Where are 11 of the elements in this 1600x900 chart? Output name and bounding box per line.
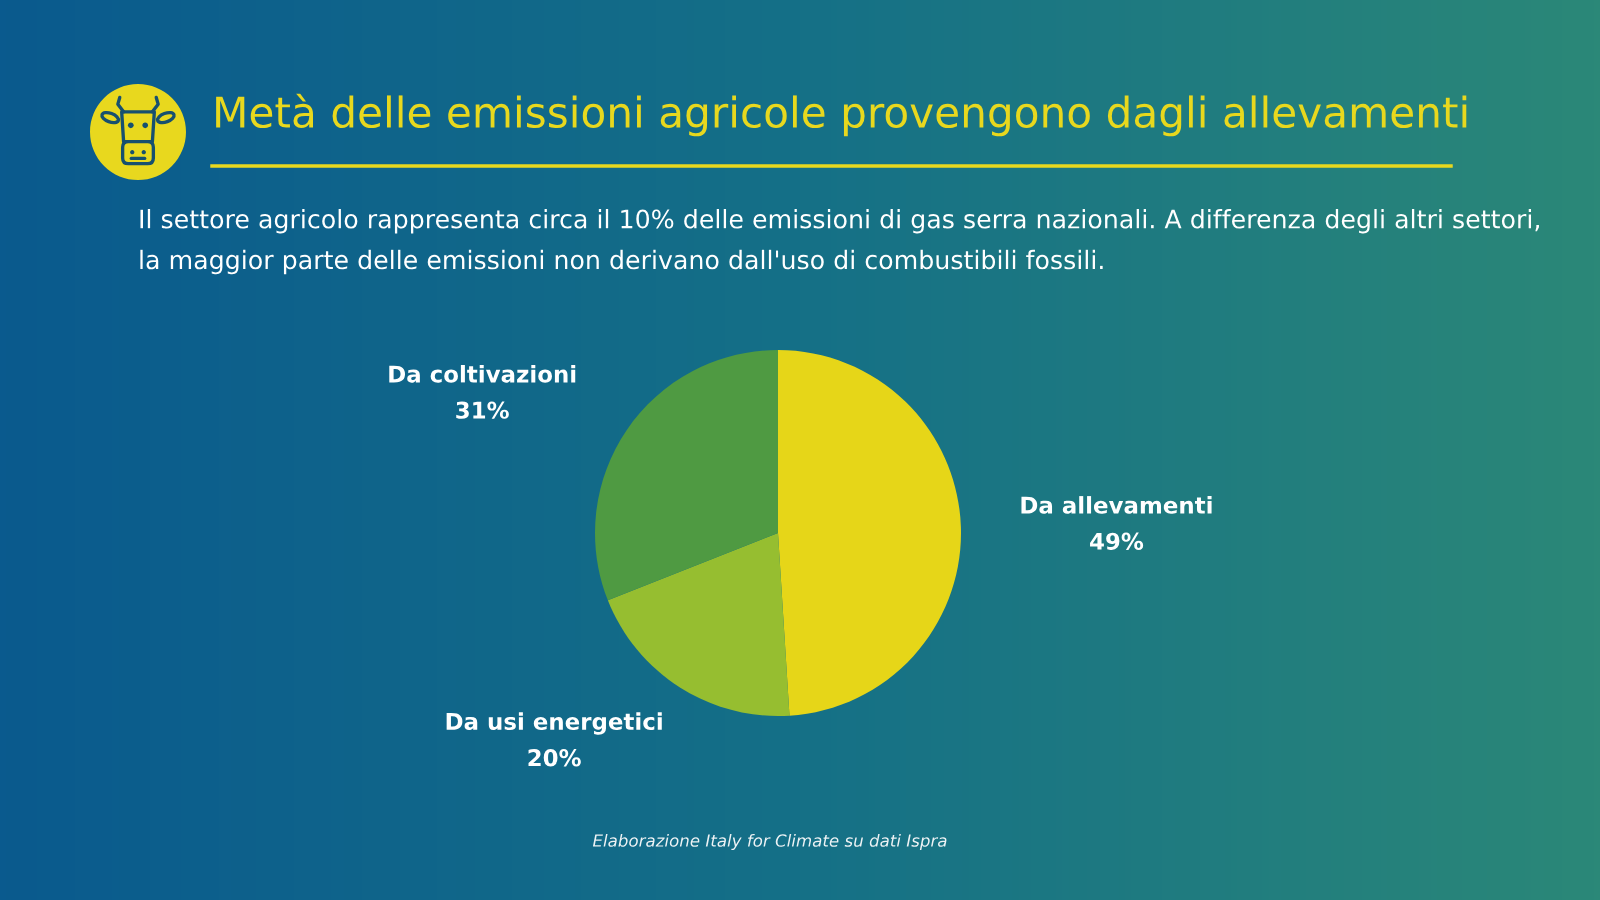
pie-slice — [778, 350, 961, 716]
chart-title: Metà delle emissioni agricole provengono dagli allevamenti — [216, 93, 1467, 137]
slice-label: Da usi energetici — [446, 712, 662, 735]
text: Elaborazione Italy for Climate su dati Ispra — [592, 833, 947, 851]
data-label: 20% — [528, 749, 581, 767]
slice-label: Da allevamenti — [1021, 496, 1212, 514]
data-label: 31% — [456, 401, 509, 419]
data-label: 49% — [1090, 532, 1144, 550]
chart-subtitle: Il settore agricolo rappresenta circa il 10% delle emissioni di gas serra nazionali. A differenza degli altri settori, la maggior parte delle emissioni non derivano dall'uso di combustibili fossili. — [140, 209, 1539, 275]
slice-label: Da coltivazioni — [389, 364, 576, 383]
pie-slice — [595, 350, 778, 601]
